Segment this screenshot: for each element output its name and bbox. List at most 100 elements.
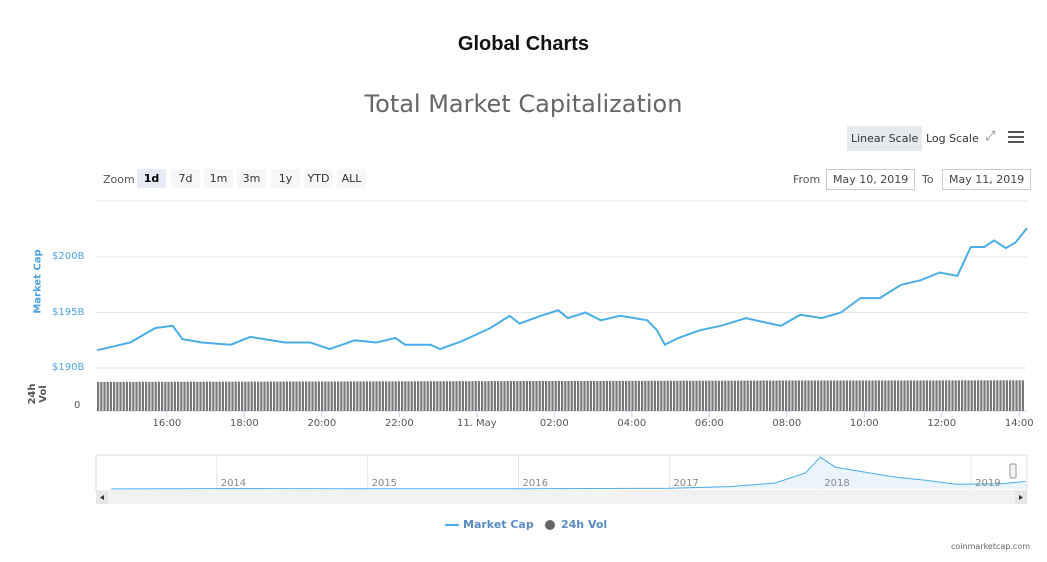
volume-bar (324, 381, 327, 411)
volume-bar (909, 380, 912, 411)
from-date-input[interactable]: May 10, 2019 (826, 169, 916, 190)
log-scale-button[interactable]: Log Scale (926, 132, 979, 145)
hamburger-icon[interactable] (1008, 131, 1024, 143)
x-tick-label: 22:00 (384, 418, 414, 429)
volume-bar (205, 381, 208, 411)
volume-bar (615, 380, 618, 411)
volume-bar (545, 381, 548, 411)
legend-item-24h-vol[interactable]: 24h Vol (545, 518, 607, 531)
y-tick-label: $190B (52, 362, 85, 373)
legend-circle-icon (545, 520, 555, 530)
volume-bar (961, 380, 964, 411)
volume-bar (529, 381, 532, 411)
volume-bar (420, 381, 423, 411)
volume-bar (631, 380, 634, 411)
volume-bar (372, 381, 375, 411)
volume-bar (765, 380, 768, 411)
volume-bar (804, 380, 807, 411)
volume-bar (695, 380, 698, 411)
volume-bar (445, 381, 448, 411)
page-title: Global Charts (457, 33, 590, 55)
volume-bar (605, 380, 608, 411)
volume-bar (727, 380, 730, 411)
volume-bar (388, 381, 391, 411)
volume-bar (580, 380, 583, 411)
volume-bar (781, 380, 784, 411)
volume-bar (289, 381, 292, 411)
volume-bar (541, 381, 544, 411)
volume-bar (500, 381, 503, 411)
volume-bar (145, 381, 148, 411)
volume-bar (433, 381, 436, 411)
volume-bar (481, 381, 484, 411)
volume-bar (295, 381, 298, 411)
volume-bar (215, 381, 218, 411)
volume-bar (865, 380, 868, 411)
to-date-input[interactable]: May 11, 2019 (942, 169, 1032, 190)
x-tick-label: 06:00 (694, 418, 724, 429)
volume-bar (196, 381, 199, 411)
volume-bar (346, 381, 349, 411)
volume-bar (484, 381, 487, 411)
linear-scale-button[interactable]: Linear Scale (847, 126, 923, 151)
volume-bar (554, 380, 557, 411)
volume-bar (260, 381, 263, 411)
volume-bar (813, 380, 816, 411)
volume-bar (404, 381, 407, 411)
volume-bar (602, 380, 605, 411)
volume-bar (340, 381, 343, 411)
volume-bar (129, 381, 132, 411)
zoom-7d-button[interactable]: 7d (171, 169, 200, 188)
volume-bar (820, 380, 823, 411)
volume-bar (234, 381, 237, 411)
volume-bar (333, 381, 336, 411)
volume-bar (551, 380, 554, 411)
zoom-ytd-button[interactable]: YTD (304, 169, 333, 188)
volume-bar (650, 380, 653, 411)
volume-bar (525, 381, 528, 411)
volume-bar (711, 380, 714, 411)
volume-bar (221, 381, 224, 411)
volume-bar (807, 380, 810, 411)
zoom-1m-button[interactable]: 1m (204, 169, 233, 188)
arrow-right-icon (1019, 495, 1023, 500)
volume-bar (903, 380, 906, 411)
legend-item-market-cap[interactable]: Market Cap (445, 518, 534, 531)
volume-bar (887, 380, 890, 411)
volume-bar (269, 381, 272, 411)
expand-icon[interactable]: ⤢ (985, 129, 996, 144)
volume-bar (257, 381, 260, 411)
volume-bar (461, 381, 464, 411)
volume-bar (676, 380, 679, 411)
volume-bar (362, 381, 365, 411)
volume-bar (653, 380, 656, 411)
volume-bar (449, 381, 452, 411)
chart-title: Total Market Capitalization (364, 90, 683, 118)
volume-bar (276, 381, 279, 411)
zoom-1y-button[interactable]: 1y (271, 169, 300, 188)
volume-bar (317, 381, 320, 411)
zoom-1d-button[interactable]: 1d (137, 169, 166, 188)
volume-bar (708, 380, 711, 411)
volume-bar (682, 380, 685, 411)
zoom-3m-button[interactable]: 3m (237, 169, 266, 188)
navigator-year-label: 2018 (824, 478, 850, 489)
volume-bar (833, 380, 836, 411)
volume-bar (439, 381, 442, 411)
volume-bar (762, 380, 765, 411)
volume-bar (788, 380, 791, 411)
volume-bar (666, 380, 669, 411)
volume-bar (119, 381, 122, 411)
volume-bar (829, 380, 832, 411)
volume-bar (465, 381, 468, 411)
volume-bar (890, 380, 893, 411)
zoom-all-button[interactable]: ALL (337, 169, 366, 188)
volume-bar (929, 380, 932, 411)
volume-bar (349, 381, 352, 411)
volume-bar (141, 381, 144, 411)
volume-bar (685, 380, 688, 411)
credit-link[interactable]: coinmarketcap.com (951, 542, 1030, 551)
volume-bar (225, 381, 228, 411)
volume-bar (663, 380, 666, 411)
volume-bar (993, 380, 996, 411)
